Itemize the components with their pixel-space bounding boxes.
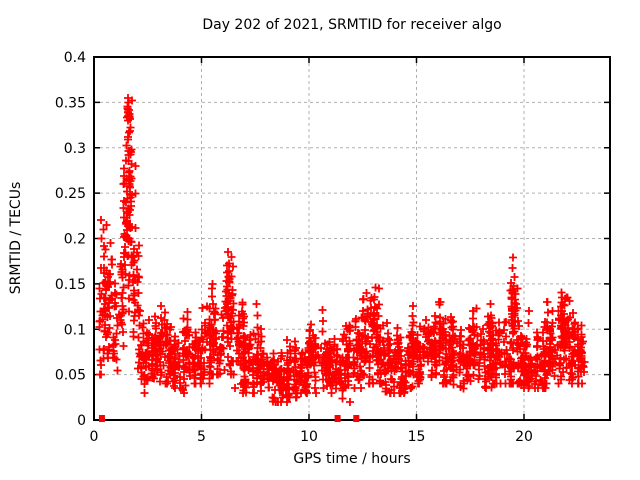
y-tick-label: 0.4	[64, 50, 86, 66]
y-axis-label: SRMTID / TECUs	[8, 181, 24, 295]
x-tick-label: 0	[90, 429, 99, 445]
x-axis-label: GPS time / hours	[293, 451, 411, 467]
zero-value-marker	[98, 415, 105, 422]
y-tick-label: 0.1	[64, 322, 86, 338]
zero-value-marker	[353, 415, 360, 422]
zero-value-marker	[334, 415, 341, 422]
y-tick-label: 0.3	[64, 141, 86, 157]
x-tick-label: 5	[197, 429, 206, 445]
scatter-points	[95, 94, 589, 406]
y-tick-label: 0.05	[55, 368, 86, 384]
x-tick-label: 10	[300, 429, 318, 445]
x-tick-label: 15	[408, 429, 426, 445]
y-tick-label: 0.35	[55, 95, 86, 111]
zero-value-markers	[98, 415, 360, 422]
y-tick-label: 0	[77, 413, 86, 429]
y-tick-label: 0.2	[64, 232, 86, 248]
y-tick-label: 0.25	[55, 186, 86, 202]
y-tick-label: 0.15	[55, 277, 86, 293]
chart-title: Day 202 of 2021, SRMTID for receiver alg…	[202, 17, 502, 33]
x-tick-labels: 0 5 10 15 20	[90, 429, 533, 445]
y-tick-labels: 0 0.05 0.1 0.15 0.2 0.25 0.3 0.35 0.4	[55, 50, 86, 429]
x-tick-label: 20	[515, 429, 533, 445]
